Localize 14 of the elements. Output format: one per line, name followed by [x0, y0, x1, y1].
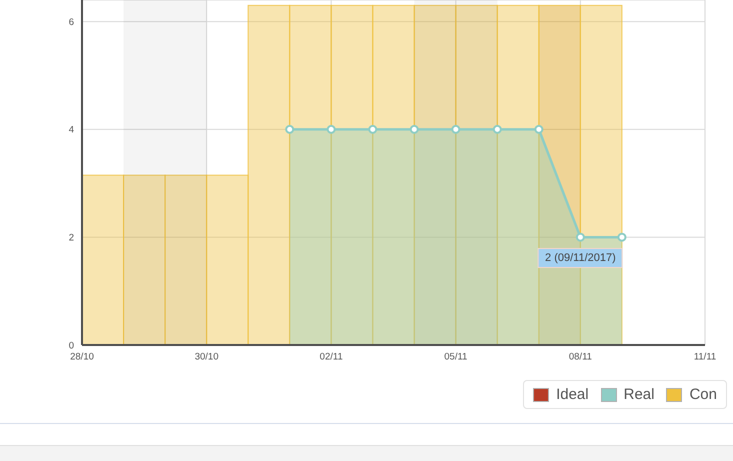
x-tick-label: 05/11 — [444, 352, 468, 363]
legend-label: Con — [689, 386, 717, 403]
y-tick-label: 0 — [68, 340, 74, 352]
legend-label: Ideal — [556, 386, 589, 403]
legend-label: Real — [624, 386, 654, 403]
y-tick-label: 4 — [68, 124, 74, 136]
x-tick-label: 11/11 — [694, 352, 716, 363]
x-tick-label: 30/10 — [194, 352, 218, 363]
x-tick-label: 28/10 — [70, 352, 94, 363]
y-tick-label: 6 — [68, 16, 74, 28]
x-tick-label: 08/11 — [568, 352, 592, 363]
annotation: 2 (09/11/2017) — [538, 248, 623, 268]
y-tick-label: 2 — [68, 232, 74, 244]
x-tick-label: 02/11 — [320, 352, 343, 363]
